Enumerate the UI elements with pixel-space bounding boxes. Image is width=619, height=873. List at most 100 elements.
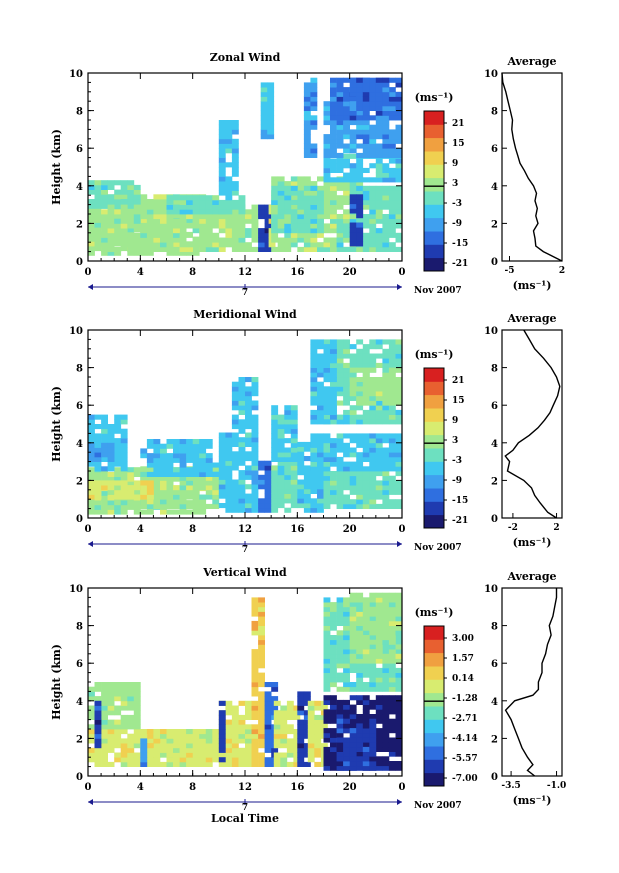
heatmap-cell xyxy=(330,177,337,183)
heatmap-cell xyxy=(160,752,167,758)
heatmap-cell xyxy=(356,644,364,650)
heatmap-cell xyxy=(101,504,108,510)
heatmap-cell xyxy=(231,432,239,438)
heatmap-cell xyxy=(88,476,95,482)
heatmap-cell xyxy=(349,87,357,93)
heatmap-cell xyxy=(267,115,275,121)
heatmap-cell xyxy=(225,733,233,739)
heatmap-cell xyxy=(212,199,220,205)
heatmap-cell xyxy=(273,743,281,749)
heatmap-cell xyxy=(382,761,390,767)
heatmap-cell xyxy=(369,152,377,158)
heatmap-cell xyxy=(330,372,337,378)
heatmap-cell xyxy=(146,453,154,459)
heatmap-cell xyxy=(310,391,318,397)
heatmap-cell xyxy=(166,761,174,767)
heatmap-cell xyxy=(343,503,350,509)
heatmap-cell xyxy=(369,414,377,420)
heatmap-cell xyxy=(286,724,294,730)
heatmap-cell xyxy=(120,180,128,186)
heatmap-cell xyxy=(231,171,239,177)
colorbar-swatch xyxy=(424,488,444,502)
heatmap-cell xyxy=(375,677,383,683)
heatmap-cell xyxy=(395,237,403,243)
heatmap-cell xyxy=(382,348,390,354)
heatmap-cell xyxy=(277,419,285,425)
heatmap-cell xyxy=(356,194,364,200)
heatmap-cell xyxy=(199,204,207,210)
heatmap-cell xyxy=(284,474,292,480)
heatmap-cell xyxy=(369,611,377,617)
heatmap-cell xyxy=(290,223,298,229)
day-axis-arrow-left xyxy=(88,284,93,290)
heatmap-cell xyxy=(225,199,233,205)
heatmap-cell xyxy=(238,381,246,387)
colorbar-frame xyxy=(423,367,445,529)
average-y-tick-label: 2 xyxy=(491,476,498,487)
heatmap-cell xyxy=(245,424,252,430)
heatmap-cell xyxy=(173,213,180,219)
heatmap-cell xyxy=(277,424,285,430)
heatmap-cell xyxy=(186,500,193,506)
heatmap-cell xyxy=(375,625,383,631)
heatmap-cell xyxy=(258,616,265,622)
heatmap-cell xyxy=(160,480,167,486)
heatmap-cell xyxy=(127,184,135,190)
heatmap-cell xyxy=(133,214,141,220)
heatmap-cell xyxy=(323,110,331,116)
heatmap-cell xyxy=(120,242,128,248)
heatmap-cell xyxy=(388,110,396,116)
heatmap-cell xyxy=(218,152,226,158)
heatmap-cell xyxy=(310,474,318,480)
heatmap-cell xyxy=(356,489,364,495)
heatmap-cell xyxy=(199,485,207,491)
heatmap-cell xyxy=(297,218,305,224)
heatmap-cell xyxy=(277,190,285,196)
heatmap-cell xyxy=(303,246,311,252)
heatmap-cell xyxy=(127,237,135,243)
heatmap-cell xyxy=(140,250,148,256)
heatmap-cell xyxy=(94,227,102,233)
heatmap-cell xyxy=(264,228,272,234)
heatmap-cell xyxy=(323,344,331,350)
heatmap-cell xyxy=(382,246,390,252)
heatmap-cell xyxy=(336,737,344,743)
heatmap-cell xyxy=(179,223,187,229)
heatmap-cell xyxy=(336,214,344,220)
heatmap-cell xyxy=(290,414,298,420)
heatmap-cell xyxy=(343,414,350,420)
heatmap-cell xyxy=(251,488,259,494)
heatmap-cell xyxy=(356,442,364,448)
heatmap-cell xyxy=(114,223,122,229)
heatmap-cell xyxy=(388,765,396,771)
heatmap-cell xyxy=(369,228,377,234)
heatmap-cell xyxy=(388,649,396,655)
heatmap-cell xyxy=(238,242,246,248)
heatmap-cell xyxy=(310,209,318,215)
heatmap-cell xyxy=(186,223,193,229)
heatmap-cell xyxy=(205,204,213,210)
heatmap-cell xyxy=(290,442,298,448)
heatmap-cell xyxy=(127,232,135,238)
heatmap-cell xyxy=(323,195,331,201)
heatmap-cell xyxy=(369,134,377,140)
heatmap-cell xyxy=(238,195,246,201)
heatmap-cell xyxy=(245,432,252,438)
heatmap-cell xyxy=(264,724,272,730)
heatmap-cell xyxy=(362,695,370,701)
heatmap-cell xyxy=(314,714,322,720)
heatmap-cell xyxy=(258,498,265,504)
heatmap-cell xyxy=(323,456,331,462)
heatmap-cell xyxy=(258,691,265,697)
heatmap-cell xyxy=(231,465,239,471)
heatmap-cell xyxy=(146,757,154,763)
heatmap-cell xyxy=(140,509,148,515)
heatmap-cell xyxy=(297,237,305,243)
heatmap-cell xyxy=(140,453,148,459)
heatmap-cell xyxy=(375,686,383,692)
heatmap-cell xyxy=(323,138,331,144)
heatmap-cell xyxy=(307,700,315,706)
heatmap-cell xyxy=(264,743,272,749)
heatmap-cell xyxy=(88,433,95,439)
heatmap-cell xyxy=(388,709,396,715)
